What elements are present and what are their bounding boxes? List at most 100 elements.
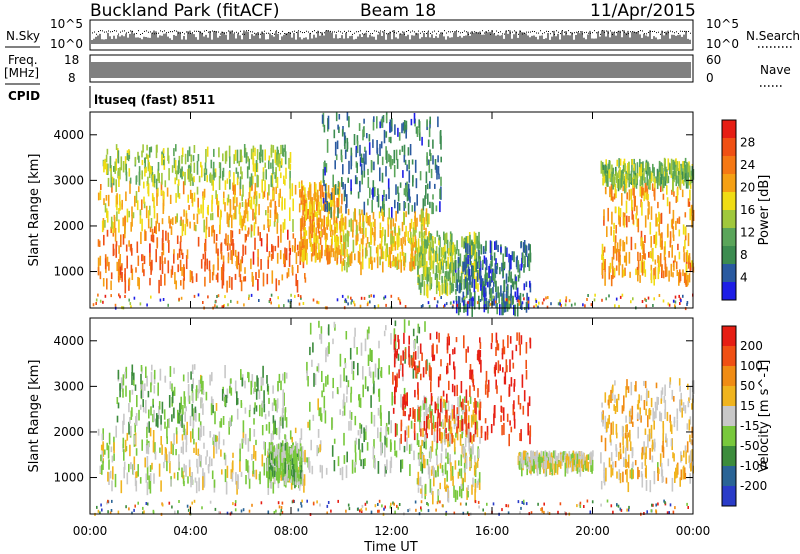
- data-cell: [333, 204, 336, 213]
- data-cell: [621, 193, 623, 206]
- data-cell: [670, 263, 673, 277]
- data-cell: [687, 172, 689, 182]
- data-cell: [682, 161, 684, 169]
- data-cell: [147, 154, 149, 161]
- nsearch-dot: [320, 32, 321, 34]
- nsearch-dot: [552, 31, 553, 33]
- data-cell: [373, 305, 376, 308]
- data-cell: [508, 253, 510, 263]
- data-cell: [453, 485, 455, 498]
- data-cell: [148, 162, 150, 171]
- nsearch-dot: [248, 30, 249, 32]
- data-cell: [373, 294, 375, 298]
- data-cell: [169, 194, 172, 204]
- data-cell: [345, 375, 348, 382]
- data-cell: [243, 210, 246, 224]
- data-cell: [653, 297, 655, 301]
- data-cell: [393, 258, 396, 267]
- data-cell: [312, 220, 315, 231]
- nsearch-dot: [414, 31, 415, 33]
- data-cell: [623, 241, 626, 252]
- nsearch-dot: [186, 31, 187, 33]
- data-cell: [628, 216, 630, 223]
- data-cell: [227, 252, 230, 260]
- data-cell: [421, 485, 423, 499]
- data-cell: [441, 284, 444, 294]
- data-cell: [342, 217, 344, 226]
- data-cell: [415, 126, 418, 134]
- data-cell: [413, 450, 415, 461]
- data-cell: [205, 216, 208, 230]
- data-cell: [671, 244, 673, 258]
- data-cell: [492, 295, 495, 306]
- data-cell: [486, 281, 489, 288]
- data-cell: [320, 224, 323, 230]
- data-cell: [278, 373, 281, 384]
- data-cell: [349, 410, 351, 419]
- data-cell: [213, 479, 216, 488]
- data-cell: [231, 415, 233, 422]
- data-cell: [488, 280, 491, 288]
- data-cell: [162, 148, 165, 154]
- data-cell: [399, 299, 401, 303]
- data-cell: [391, 159, 394, 166]
- data-cell: [428, 466, 431, 479]
- data-cell: [252, 158, 255, 172]
- nsearch-dot: [690, 32, 691, 34]
- data-cell: [177, 253, 179, 260]
- data-cell: [515, 276, 517, 283]
- data-cell: [495, 258, 497, 265]
- data-cell: [281, 158, 283, 166]
- data-cell: [644, 177, 646, 183]
- data-cell: [285, 417, 288, 428]
- data-cell: [185, 431, 188, 446]
- nsearch-dot: [642, 30, 643, 32]
- data-cell: [231, 250, 233, 265]
- data-cell: [605, 189, 607, 195]
- data-cell: [377, 367, 380, 380]
- nsearch-dot: [666, 33, 667, 35]
- nsearch-dot: [420, 32, 421, 34]
- data-cell: [390, 241, 393, 255]
- data-cell: [332, 229, 334, 236]
- data-cell: [196, 213, 199, 224]
- data-cell: [186, 218, 189, 227]
- data-cell: [347, 380, 350, 388]
- data-cell: [300, 456, 302, 466]
- nsearch-dot: [668, 32, 669, 34]
- data-cell: [363, 118, 365, 124]
- data-cell: [272, 447, 274, 461]
- data-cell: [657, 170, 659, 183]
- data-cell: [385, 131, 388, 138]
- data-cell: [364, 458, 366, 467]
- data-cell: [268, 160, 270, 170]
- data-cell: [253, 429, 256, 437]
- data-cell: [184, 411, 186, 422]
- data-cell: [192, 422, 195, 429]
- data-cell: [484, 274, 486, 287]
- data-cell: [145, 153, 148, 159]
- data-cell: [429, 478, 432, 493]
- data-cell: [267, 213, 269, 222]
- data-cell: [674, 305, 676, 309]
- data-cell: [458, 468, 461, 476]
- data-cell: [476, 480, 479, 488]
- data-cell: [411, 242, 414, 256]
- data-cell: [417, 238, 420, 251]
- data-cell: [140, 365, 143, 372]
- freq-label: Freq.: [8, 53, 38, 67]
- data-cell: [292, 219, 294, 232]
- data-cell: [424, 195, 426, 207]
- data-cell: [278, 468, 280, 481]
- data-cell: [686, 301, 689, 304]
- data-cell: [236, 398, 239, 405]
- data-cell: [688, 179, 690, 186]
- data-cell: [238, 228, 241, 235]
- data-cell: [419, 171, 422, 181]
- colorbar-segment: [722, 120, 736, 139]
- data-cell: [215, 434, 217, 442]
- data-cell: [123, 413, 125, 425]
- data-cell: [394, 199, 396, 209]
- data-cell: [258, 269, 260, 279]
- data-cell: [136, 200, 139, 211]
